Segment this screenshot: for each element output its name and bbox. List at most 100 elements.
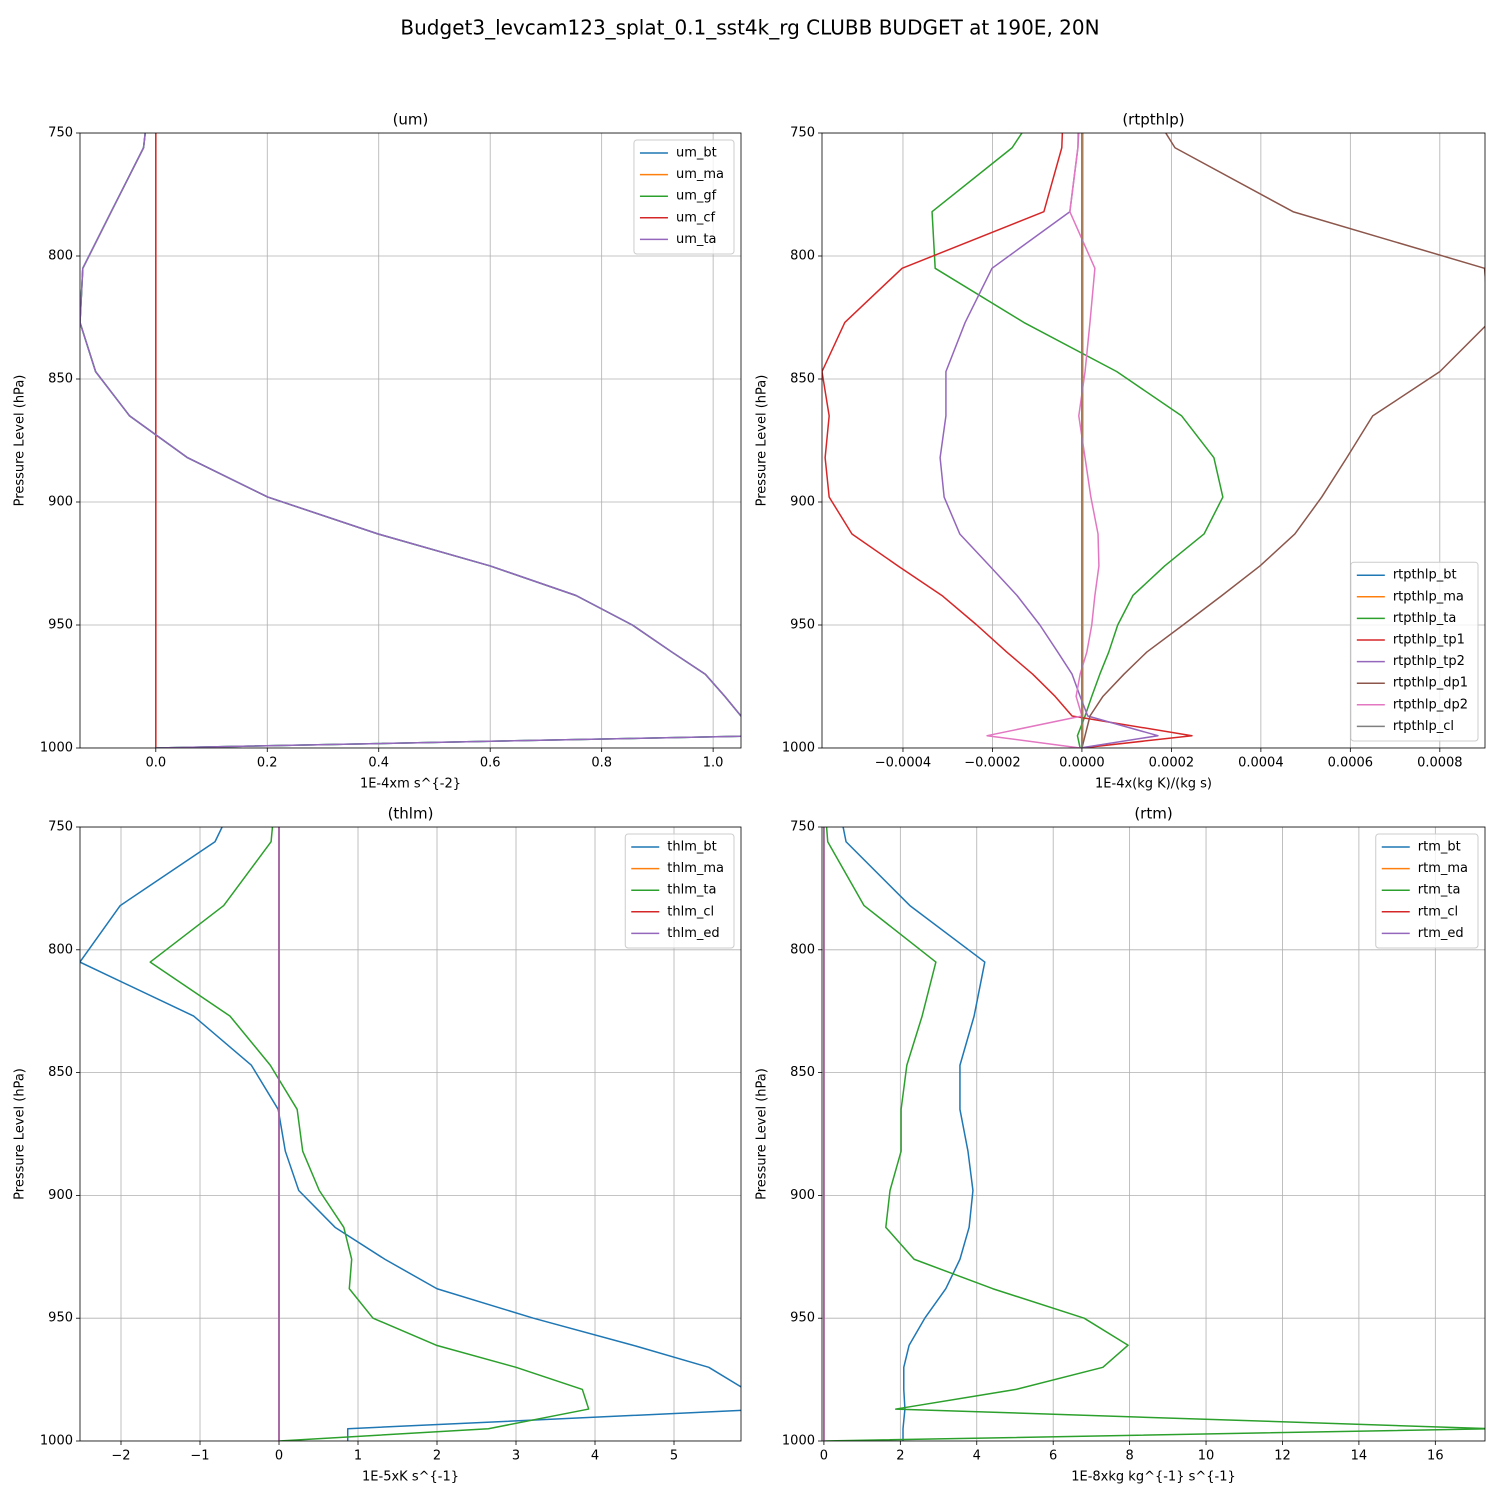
x-tick-label: 0.4 bbox=[368, 756, 389, 771]
legend-box bbox=[1350, 561, 1479, 742]
x-tick-label: 8 bbox=[1125, 1449, 1133, 1464]
y-axis-label: Pressure Level (hPa) bbox=[13, 375, 28, 507]
x-tick-label: 0.2 bbox=[257, 756, 278, 771]
axes-title: (thlm) bbox=[388, 805, 434, 823]
y-tick-label: 800 bbox=[48, 249, 73, 264]
y-tick-label: 750 bbox=[48, 126, 73, 141]
axes-frame bbox=[79, 132, 742, 749]
figure-title: Budget3_levcam123_splat_0.1_sst4k_rg CLU… bbox=[400, 16, 1099, 40]
series-line bbox=[822, 133, 1193, 748]
x-tick-label: 12 bbox=[1274, 1449, 1291, 1464]
legend-label: rtpthlp_dp2 bbox=[1393, 697, 1468, 712]
legend: um_bt um_ma um_gf um_cf um_ta bbox=[633, 139, 735, 255]
y-tick-label: 750 bbox=[790, 820, 815, 835]
y-tick-label: 750 bbox=[48, 820, 73, 835]
legend-box bbox=[633, 139, 735, 255]
legend-label: rtm_bt bbox=[1418, 840, 1461, 855]
x-axis-label: 1E-5xK s^{-1} bbox=[362, 1470, 459, 1485]
series-line bbox=[986, 133, 1100, 748]
y-tick-label: 950 bbox=[790, 1311, 815, 1326]
legend-label: rtpthlp_tp1 bbox=[1393, 633, 1465, 648]
x-tick-label: 1.0 bbox=[703, 756, 724, 771]
x-tick-label: 0.0006 bbox=[1328, 756, 1374, 771]
x-tick-label: 0 bbox=[820, 1449, 828, 1464]
legend: rtpthlp_bt rtpthlp_ma rtpthlp_ta rtpthlp_tp… bbox=[1350, 561, 1479, 742]
y-tick-label: 900 bbox=[48, 1188, 73, 1203]
plot-area bbox=[822, 827, 1485, 1441]
x-tick-label: 0 bbox=[275, 1449, 283, 1464]
series-line bbox=[1081, 133, 1485, 748]
y-tick-label: 850 bbox=[790, 1065, 815, 1080]
y-tick-label: 800 bbox=[790, 249, 815, 264]
x-axis-label: 1E-4xm s^{-2} bbox=[360, 777, 461, 792]
x-tick-label: 0.6 bbox=[480, 756, 501, 771]
x-tick-label: 16 bbox=[1427, 1449, 1444, 1464]
legend-label: rtpthlp_cl bbox=[1393, 719, 1454, 734]
legend-label: rtm_ta bbox=[1418, 883, 1461, 898]
series-line bbox=[931, 133, 1224, 748]
plot-area bbox=[822, 133, 1485, 748]
legend-label: um_ta bbox=[676, 232, 716, 247]
y-tick-label: 950 bbox=[48, 618, 73, 633]
y-axis-label: Pressure Level (hPa) bbox=[755, 375, 770, 507]
axes-frame bbox=[821, 826, 1486, 1442]
y-tick-label: 950 bbox=[48, 1311, 73, 1326]
legend-label: rtpthlp_tp2 bbox=[1393, 654, 1465, 669]
series-line bbox=[842, 827, 986, 1441]
x-tick-label: 2 bbox=[896, 1449, 904, 1464]
x-tick-label: 0.0000 bbox=[1059, 756, 1105, 771]
legend-label: thlm_ta bbox=[667, 883, 716, 898]
legend-label: um_ma bbox=[676, 167, 724, 182]
legend-label: thlm_bt bbox=[667, 840, 716, 855]
legend-label: rtm_cl bbox=[1418, 904, 1458, 919]
y-tick-label: 900 bbox=[48, 495, 73, 510]
legend-label: rtpthlp_bt bbox=[1393, 568, 1457, 583]
x-tick-label: −2 bbox=[111, 1449, 130, 1464]
y-tick-label: 1000 bbox=[40, 1434, 73, 1449]
x-tick-label: 5 bbox=[670, 1449, 678, 1464]
series-line bbox=[149, 827, 590, 1441]
y-tick-label: 800 bbox=[48, 942, 73, 957]
x-tick-label: 2 bbox=[433, 1449, 441, 1464]
x-tick-label: 0.8 bbox=[591, 756, 612, 771]
axes-title: (rtm) bbox=[1134, 805, 1172, 823]
y-tick-label: 1000 bbox=[40, 741, 73, 756]
legend-label: um_gf bbox=[676, 189, 717, 204]
legend-label: thlm_ed bbox=[667, 926, 719, 941]
y-tick-label: 850 bbox=[48, 372, 73, 387]
plot-area bbox=[80, 827, 741, 1441]
y-tick-label: 900 bbox=[790, 1188, 815, 1203]
x-tick-label: 3 bbox=[512, 1449, 520, 1464]
x-tick-label: 0.0008 bbox=[1417, 756, 1463, 771]
legend-label: um_bt bbox=[676, 146, 717, 161]
x-tick-label: 0.0002 bbox=[1149, 756, 1195, 771]
x-tick-label: 4 bbox=[591, 1449, 599, 1464]
y-tick-label: 800 bbox=[790, 942, 815, 957]
x-tick-label: 0.0004 bbox=[1238, 756, 1284, 771]
x-tick-label: −0.0004 bbox=[875, 756, 931, 771]
series-line bbox=[1081, 133, 1084, 748]
legend-label: rtm_ed bbox=[1418, 926, 1464, 941]
axes-title: (rtpthlp) bbox=[1122, 111, 1184, 129]
x-tick-label: 0.0 bbox=[145, 756, 166, 771]
x-axis-label: 1E-4x(kg K)/(kg s) bbox=[1095, 777, 1212, 792]
y-tick-label: 1000 bbox=[782, 741, 815, 756]
y-tick-label: 850 bbox=[790, 372, 815, 387]
legend-box bbox=[624, 833, 735, 949]
legend: thlm_bt thlm_ma thlm_ta thlm_cl thlm_ed bbox=[624, 833, 735, 949]
y-axis-label: Pressure Level (hPa) bbox=[13, 1068, 28, 1200]
legend-label: rtpthlp_ma bbox=[1393, 589, 1464, 604]
legend-label: thlm_cl bbox=[667, 904, 714, 919]
x-tick-label: 10 bbox=[1198, 1449, 1215, 1464]
y-tick-label: 900 bbox=[790, 495, 815, 510]
series-line bbox=[939, 133, 1159, 748]
x-tick-label: 14 bbox=[1351, 1449, 1368, 1464]
legend-label: rtm_ma bbox=[1418, 861, 1468, 876]
x-tick-label: −1 bbox=[190, 1449, 209, 1464]
series-line bbox=[80, 133, 741, 748]
legend-label: thlm_ma bbox=[667, 861, 724, 876]
y-tick-label: 750 bbox=[790, 126, 815, 141]
legend-box bbox=[1375, 833, 1479, 949]
y-tick-label: 1000 bbox=[782, 1434, 815, 1449]
